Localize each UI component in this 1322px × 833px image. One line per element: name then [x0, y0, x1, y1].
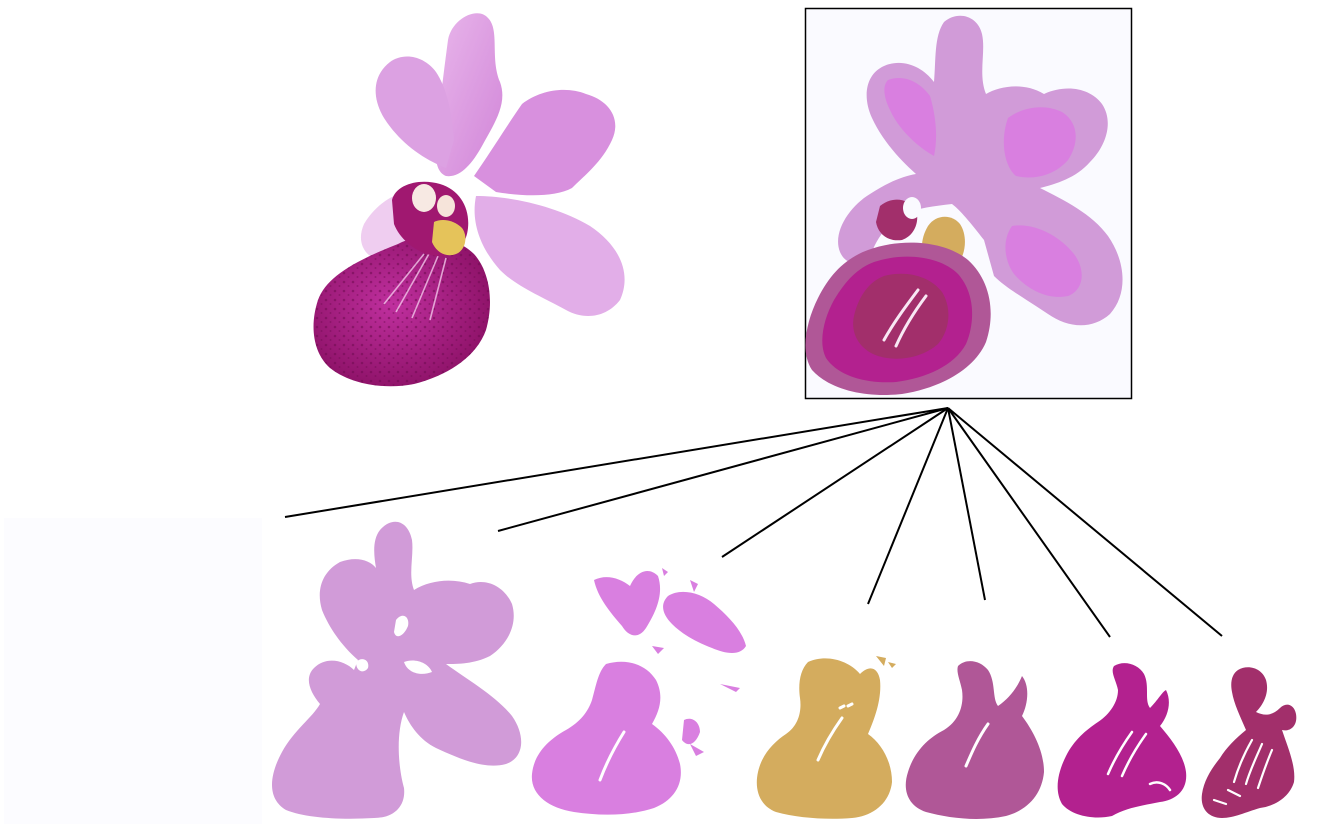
layer-6-shape [1201, 667, 1297, 818]
layer-2-shape [531, 571, 746, 815]
photo-right-sepal [474, 196, 625, 316]
connector-layer-3 [867, 407, 949, 605]
layer-4-highlight [964, 722, 990, 768]
connector-layer-5 [947, 407, 1111, 638]
photo-column-tip [437, 195, 455, 217]
layer-3-highlight [816, 702, 854, 762]
layer-3-fragments [876, 656, 896, 668]
connector-layer-6 [947, 407, 1223, 637]
connector-lines [284, 407, 1223, 638]
layer-3-shape [756, 658, 892, 819]
connector-layer-1 [497, 407, 949, 532]
layer-6-gaps [1212, 738, 1274, 806]
photo-right-petal [474, 89, 616, 196]
vector-highlights [882, 288, 928, 348]
vector-panel [804, 7, 1133, 400]
connector-layer-4 [947, 407, 986, 601]
connector-layer-2 [721, 407, 949, 558]
connector-layer-0 [284, 407, 949, 518]
layer-1-shape [272, 521, 522, 819]
vector-medium-petals [884, 77, 1082, 297]
photo-orchid [313, 13, 625, 387]
layer-5-shape [1057, 663, 1187, 818]
photo-lip-speckles [313, 237, 490, 387]
photo-center [432, 220, 466, 256]
vector-dark-lip [853, 199, 949, 359]
layer-4-shape [905, 661, 1044, 819]
photo-column [412, 184, 436, 212]
photo-left-petal [375, 56, 454, 168]
photo-lip-veins [383, 251, 447, 321]
layer-0-background-swatch [4, 518, 262, 824]
layer-1-holes [356, 615, 432, 674]
vector-column [903, 197, 921, 219]
layer-2-highlight [598, 730, 626, 782]
layer-5-highlight [1106, 730, 1172, 792]
